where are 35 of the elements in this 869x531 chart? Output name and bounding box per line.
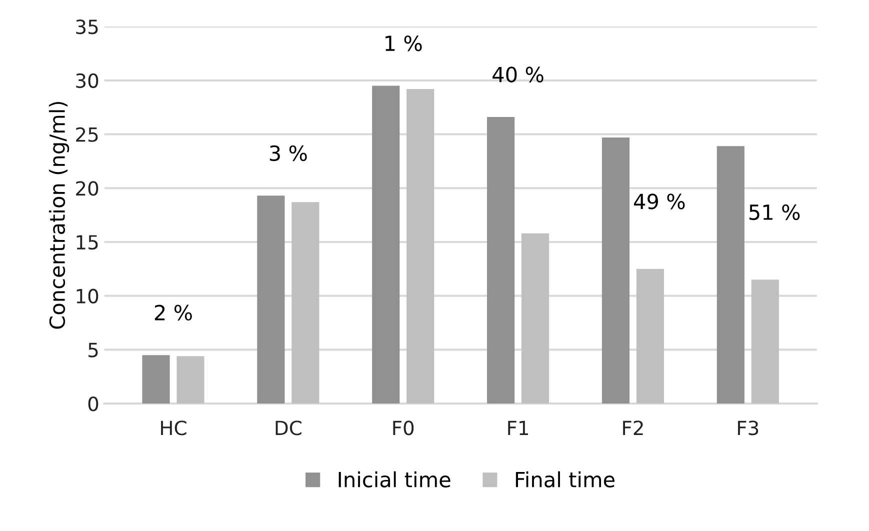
- x-tick-label: F2: [623, 420, 643, 435]
- bar: [406, 89, 434, 404]
- x-tick-label: F1: [508, 420, 528, 435]
- bar: [636, 268, 664, 404]
- bar: [292, 202, 320, 404]
- annotation: 51 %: [749, 204, 800, 220]
- legend-label: Final time: [516, 471, 615, 488]
- x-tick-label: HC: [161, 420, 186, 436]
- bar: [521, 233, 550, 404]
- x-tick-label: F3: [738, 420, 758, 436]
- y-tick-label: 10: [76, 288, 98, 304]
- bar: [176, 356, 204, 404]
- bar: [257, 196, 285, 404]
- y-tick-label: 35: [76, 20, 98, 34]
- annotation: 2 %: [154, 304, 192, 320]
- y-tick-label: 0: [88, 396, 98, 412]
- legend-label: Inicial time: [338, 471, 450, 488]
- annotation: 40 %: [492, 66, 544, 82]
- y-tick-label: 25: [76, 127, 98, 142]
- y-tick-label: 20: [76, 181, 98, 196]
- y-tick-label: 30: [76, 73, 98, 88]
- y-axis-title: Concentration (ng/ml): [48, 102, 70, 329]
- annotation: 49 %: [634, 194, 685, 210]
- bar: [487, 117, 515, 404]
- y-tick-label: 5: [88, 342, 98, 358]
- bar: [751, 280, 779, 404]
- annotation: 3 %: [270, 145, 307, 162]
- bar: [716, 146, 744, 404]
- bar: [602, 138, 630, 404]
- bar: [142, 355, 170, 404]
- bar: [372, 86, 400, 404]
- x-tick-label: F0: [393, 420, 414, 436]
- annotation: 1 %: [386, 35, 422, 52]
- x-tick-label: DC: [276, 420, 302, 436]
- y-tick-label: 15: [76, 235, 98, 250]
